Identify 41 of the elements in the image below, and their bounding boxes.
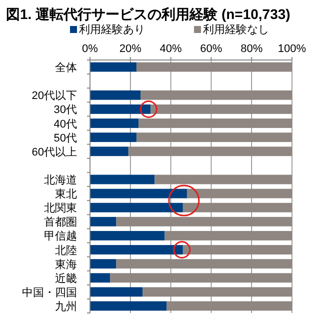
bar (90, 216, 116, 226)
bar (90, 132, 136, 142)
y-tick-label: 全体 (55, 62, 77, 74)
bar (90, 174, 155, 184)
y-tick-label: 近畿 (55, 272, 77, 285)
y-tick-label: 60代以上 (32, 145, 77, 158)
bar (90, 301, 167, 311)
x-tick-label: 80% (240, 43, 263, 55)
bar (90, 273, 110, 283)
bar (90, 90, 140, 100)
chart-title: 図1. 運転代行サービスの利用経験 (n=10,733) (6, 6, 290, 22)
bar (90, 259, 116, 269)
x-tick-label: 60% (200, 43, 222, 55)
bar (90, 230, 165, 240)
y-tick-label: 九州 (55, 300, 77, 313)
y-tick-label: 東北 (55, 188, 77, 201)
y-tick-label: 北陸 (55, 244, 77, 257)
y-tick-label: 北関東 (44, 202, 77, 215)
y-tick-label: 北海道 (44, 173, 77, 186)
bar (90, 118, 138, 128)
y-tick-label: 中国・四国 (22, 286, 77, 299)
y-tick-label: 40代 (54, 118, 77, 130)
x-tick-label: 20% (119, 43, 142, 55)
x-tick-label: 40% (160, 43, 182, 55)
bar (90, 202, 183, 212)
bar (90, 245, 183, 254)
bar (90, 146, 128, 156)
x-tick-label: 100% (278, 43, 306, 55)
legend-label: 利用経験あり (79, 23, 145, 36)
bar (90, 62, 136, 72)
x-tick-label: 0% (82, 43, 98, 55)
legend-label: 利用経験なし (203, 23, 269, 36)
y-tick-label: 30代 (54, 104, 77, 116)
y-tick-label: 東海 (55, 258, 77, 271)
y-tick-label: 20代以下 (32, 89, 77, 102)
bar (90, 287, 143, 297)
y-tick-label: 50代 (54, 132, 77, 144)
bar (90, 104, 151, 114)
y-tick-label: 甲信越 (44, 230, 77, 243)
bar (90, 188, 187, 198)
y-tick-label: 首都圏 (44, 216, 77, 229)
